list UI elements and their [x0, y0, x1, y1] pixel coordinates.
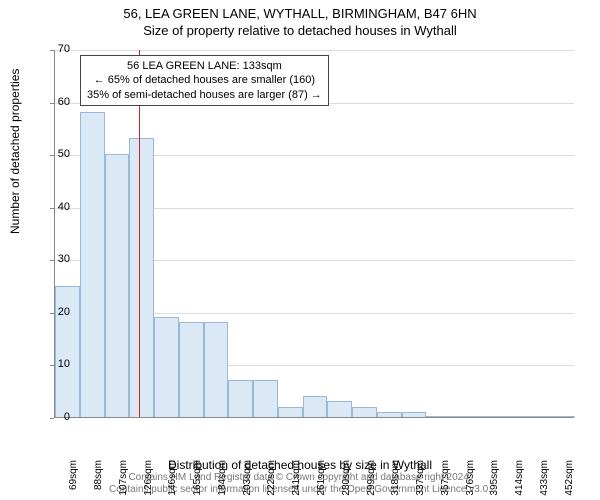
histogram-bar — [525, 416, 550, 417]
x-tick-label: 241sqm — [291, 460, 302, 500]
histogram-bar — [179, 322, 204, 417]
y-tick-label: 50 — [40, 148, 70, 160]
histogram-bar — [253, 380, 278, 417]
y-tick-label: 0 — [40, 411, 70, 423]
x-tick-label: 203sqm — [242, 460, 253, 500]
x-tick-label: 318sqm — [390, 460, 401, 500]
page-subtitle: Size of property relative to detached ho… — [0, 21, 600, 38]
x-tick-label: 165sqm — [192, 460, 203, 500]
histogram-bar — [352, 407, 377, 418]
x-tick-label: 452sqm — [564, 460, 575, 500]
y-tick-mark — [50, 103, 54, 104]
y-tick-label: 40 — [40, 201, 70, 213]
histogram-bar — [154, 317, 179, 417]
x-tick-label: 395sqm — [489, 460, 500, 500]
histogram-bar — [476, 416, 501, 417]
info-box-line3: 35% of semi-detached houses are larger (… — [87, 88, 322, 102]
y-tick-mark — [50, 313, 54, 314]
histogram-bar — [501, 416, 526, 417]
info-box-line1: 56 LEA GREEN LANE: 133sqm — [87, 59, 322, 73]
x-tick-label: 184sqm — [217, 460, 228, 500]
y-tick-mark — [50, 50, 54, 51]
y-tick-mark — [50, 260, 54, 261]
x-tick-label: 107sqm — [118, 460, 129, 500]
x-tick-label: 222sqm — [266, 460, 277, 500]
x-tick-label: 299sqm — [366, 460, 377, 500]
y-tick-label: 70 — [40, 43, 70, 55]
histogram-bar — [426, 416, 451, 417]
x-tick-label: 126sqm — [143, 460, 154, 500]
x-tick-label: 69sqm — [68, 460, 79, 500]
histogram-bar — [451, 416, 476, 417]
histogram-bar — [80, 112, 105, 417]
grid-line — [55, 50, 574, 51]
histogram-bar — [377, 412, 402, 417]
y-tick-mark — [50, 365, 54, 366]
x-tick-label: 261sqm — [316, 460, 327, 500]
histogram-bar — [303, 396, 328, 417]
page-title: 56, LEA GREEN LANE, WYTHALL, BIRMINGHAM,… — [0, 0, 600, 21]
histogram-bar — [129, 138, 154, 417]
x-tick-label: 88sqm — [93, 460, 104, 500]
x-tick-label: 337sqm — [415, 460, 426, 500]
histogram-bar — [550, 416, 575, 417]
histogram-bar — [327, 401, 352, 417]
y-tick-label: 30 — [40, 253, 70, 265]
x-tick-label: 414sqm — [514, 460, 525, 500]
histogram-bar — [278, 407, 303, 418]
y-axis-label: Number of detached properties — [8, 69, 22, 234]
histogram-bar — [402, 412, 427, 417]
info-box: 56 LEA GREEN LANE: 133sqm← 65% of detach… — [80, 55, 329, 106]
x-tick-label: 376sqm — [465, 460, 476, 500]
histogram-bar — [228, 380, 253, 417]
y-tick-mark — [50, 418, 54, 419]
y-tick-label: 10 — [40, 358, 70, 370]
histogram-bar — [204, 322, 229, 417]
x-tick-label: 146sqm — [167, 460, 178, 500]
x-tick-label: 280sqm — [341, 460, 352, 500]
info-box-line2: ← 65% of detached houses are smaller (16… — [87, 73, 322, 87]
y-tick-mark — [50, 155, 54, 156]
x-tick-label: 357sqm — [440, 460, 451, 500]
histogram-bar — [105, 154, 130, 417]
x-tick-label: 433sqm — [539, 460, 550, 500]
y-tick-label: 20 — [40, 306, 70, 318]
y-tick-mark — [50, 208, 54, 209]
y-tick-label: 60 — [40, 96, 70, 108]
